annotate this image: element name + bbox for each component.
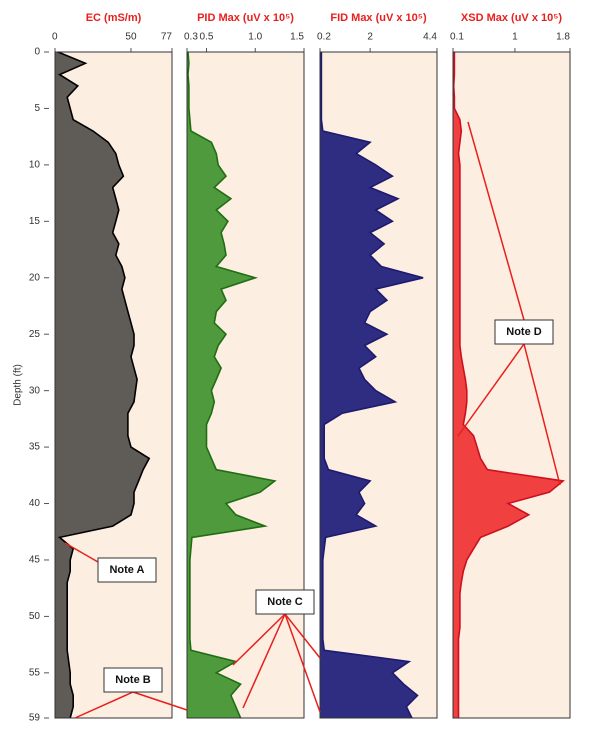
track-line [187,51,277,719]
y-tick-label: 5 [34,103,40,114]
annotation-line [457,343,525,437]
track-title: EC (mS/m) [86,12,142,24]
x-tick-label: 2 [367,32,373,43]
y-tick-label: 35 [29,442,41,453]
y-tick-label: 25 [29,329,41,340]
track-frame [319,51,438,719]
x-tick-label: 4.4 [423,32,437,43]
x-tick-label: 0.3 [184,32,198,43]
track-line [57,51,151,719]
y-tick-label: 55 [29,667,41,678]
x-tick-label: 0.1 [450,32,464,43]
track-frame [452,51,571,719]
y-tick-label: 40 [29,498,41,509]
annotation-line [523,343,561,486]
annotation-line [232,613,286,666]
annotation-box [97,557,157,583]
x-tick-label: 0.2 [317,32,331,43]
annotation-line [284,613,321,713]
annotation-line [284,613,321,659]
y-axis-label: Depth (ft) [13,364,24,406]
x-tick-label: 50 [125,32,137,43]
track-background [453,52,570,718]
y-tick-label: 15 [29,216,41,227]
x-tick-label: 1.8 [556,32,570,43]
x-tick-label: 77 [161,32,173,43]
y-tick-label: 10 [29,160,41,171]
x-tick-label: 1 [512,32,518,43]
y-tick-label: 59 [29,713,41,724]
track-title: PID Max (uV x 10⁵) [197,12,294,24]
y-tick-label: 50 [29,611,41,622]
track-frame [186,51,305,719]
y-tick-label: 45 [29,555,41,566]
track-area [320,52,424,718]
annotation-label: Note D [506,326,542,338]
track-line [452,52,565,718]
annotation-line [74,691,134,719]
track-area [55,52,150,718]
annotation-label: Note C [267,596,303,608]
annotation-line [132,691,188,711]
annotation-line [242,613,286,709]
y-tick-label: 20 [29,272,41,283]
x-tick-label: 1.0 [248,32,262,43]
track-title: FID Max (uV x 10⁵) [330,12,427,24]
track-frame [54,51,173,719]
track-title: XSD Max (uV x 10⁵) [461,12,562,24]
x-tick-label: 0.5 [200,32,214,43]
track-line [320,52,424,719]
y-tick-label: 30 [29,385,41,396]
track-area [187,52,275,718]
annotation-box [103,667,163,693]
annotation-box [255,589,315,615]
annotation-line [467,121,525,321]
annotation-box [494,319,554,345]
x-tick-label: 1.5 [290,32,304,43]
annotation-label: Note A [109,564,144,576]
annotation-line [64,542,99,563]
x-tick-label: 0 [52,32,58,43]
annotation-label: Note B [115,674,151,686]
y-tick-label: 0 [34,47,40,58]
